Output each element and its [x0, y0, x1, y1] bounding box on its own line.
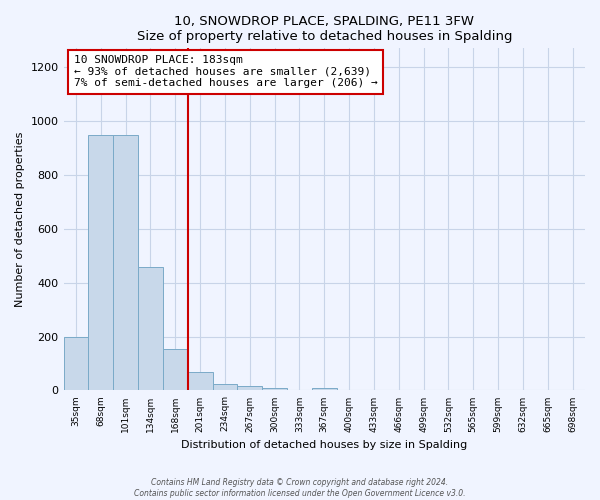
Bar	[138, 266, 163, 390]
Text: Contains HM Land Registry data © Crown copyright and database right 2024.
Contai: Contains HM Land Registry data © Crown c…	[134, 478, 466, 498]
Text: 10 SNOWDROP PLACE: 183sqm
← 93% of detached houses are smaller (2,639)
7% of sem: 10 SNOWDROP PLACE: 183sqm ← 93% of detac…	[74, 55, 378, 88]
Bar	[113, 134, 138, 390]
Bar	[262, 388, 287, 390]
Bar	[238, 386, 262, 390]
Y-axis label: Number of detached properties: Number of detached properties	[15, 132, 25, 307]
X-axis label: Distribution of detached houses by size in Spalding: Distribution of detached houses by size …	[181, 440, 467, 450]
Bar	[64, 336, 88, 390]
Bar	[188, 372, 212, 390]
Bar	[88, 134, 113, 390]
Bar	[163, 348, 188, 391]
Bar	[212, 384, 238, 390]
Bar	[312, 388, 337, 390]
Title: 10, SNOWDROP PLACE, SPALDING, PE11 3FW
Size of property relative to detached hou: 10, SNOWDROP PLACE, SPALDING, PE11 3FW S…	[137, 15, 512, 43]
